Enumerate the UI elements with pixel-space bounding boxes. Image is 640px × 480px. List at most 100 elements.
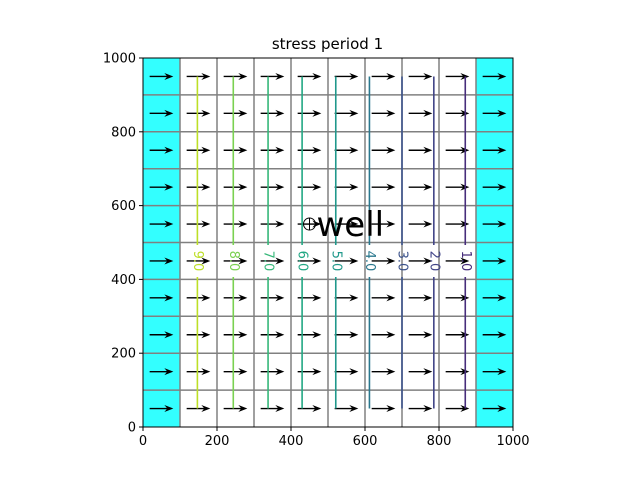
flow-vector: [223, 72, 248, 80]
flow-vector-head: [497, 183, 507, 191]
flow-vector: [445, 257, 470, 265]
flow-vector: [482, 146, 507, 154]
flow-vector-head: [164, 220, 174, 228]
flow-vector: [223, 220, 248, 228]
flow-vector-head: [386, 331, 396, 339]
flow-vector-head: [201, 220, 211, 228]
flow-vector: [186, 294, 211, 302]
flow-vector: [408, 183, 433, 191]
flow-vector-head: [312, 294, 322, 302]
flow-vector-head: [349, 368, 359, 376]
flow-vector: [297, 146, 322, 154]
flow-vector-head: [423, 72, 433, 80]
flow-vector-head: [349, 146, 359, 154]
flow-vector-head: [238, 183, 248, 191]
flow-vector: [260, 294, 285, 302]
flow-vector-head: [312, 72, 322, 80]
flow-vector: [371, 183, 396, 191]
contour-label: 5.0: [328, 251, 343, 272]
flow-vector-head: [238, 257, 248, 265]
flow-vector: [334, 146, 359, 154]
flow-vector-head: [164, 331, 174, 339]
flow-vector-head: [201, 183, 211, 191]
flow-vector-head: [238, 294, 248, 302]
flow-vector-head: [386, 183, 396, 191]
flow-vector-head: [312, 220, 322, 228]
flow-vector-head: [423, 146, 433, 154]
flow-vector: [260, 183, 285, 191]
flow-vector-head: [349, 257, 359, 265]
flow-vector-head: [201, 331, 211, 339]
flow-vector: [186, 405, 211, 413]
flow-vector: [297, 183, 322, 191]
flow-vector: [482, 220, 507, 228]
flow-vector-head: [386, 257, 396, 265]
flow-vector: [223, 109, 248, 117]
flow-vector-head: [312, 146, 322, 154]
flow-vector-head: [164, 294, 174, 302]
contour-label: 9.0: [190, 251, 205, 272]
x-tick-label: 400: [279, 434, 304, 449]
flow-vector-head: [275, 220, 285, 228]
y-tick-label: 400: [111, 273, 136, 288]
y-tick-label: 200: [111, 347, 136, 362]
flow-vector-head: [386, 368, 396, 376]
flow-vector: [334, 331, 359, 339]
flow-vector: [334, 257, 359, 265]
flow-vector: [297, 368, 322, 376]
flow-vector-head: [238, 368, 248, 376]
flow-vector-head: [312, 257, 322, 265]
flow-vector-head: [201, 368, 211, 376]
flow-vector-head: [275, 405, 285, 413]
flow-vector: [297, 405, 322, 413]
flow-vector: [260, 331, 285, 339]
flow-vector: [371, 146, 396, 154]
flow-vector: [223, 257, 248, 265]
flow-vector-head: [201, 405, 211, 413]
flow-vector-head: [497, 257, 507, 265]
flow-vector: [482, 368, 507, 376]
flow-vector: [482, 405, 507, 413]
chart-title: stress period 1: [272, 35, 383, 53]
flow-vector: [334, 294, 359, 302]
flow-vector-head: [497, 109, 507, 117]
flow-vector: [186, 146, 211, 154]
contour-label: 3.0: [395, 251, 410, 272]
flow-vector-head: [164, 146, 174, 154]
flow-vector-head: [312, 183, 322, 191]
flow-vector-head: [497, 331, 507, 339]
flow-vector: [297, 294, 322, 302]
flow-vector-head: [497, 405, 507, 413]
flow-vector: [297, 72, 322, 80]
flow-vector: [149, 72, 174, 80]
flow-vector: [482, 257, 507, 265]
flow-vector-head: [497, 72, 507, 80]
flow-vector: [149, 368, 174, 376]
flow-vector-head: [238, 331, 248, 339]
flow-vector: [482, 109, 507, 117]
flow-vector: [260, 220, 285, 228]
flow-vector-head: [201, 146, 211, 154]
flow-vector-head: [312, 109, 322, 117]
flow-vector: [334, 220, 359, 228]
flow-vector-head: [349, 331, 359, 339]
flow-vector: [260, 257, 285, 265]
flow-vector: [223, 294, 248, 302]
contour-label: 2.0: [426, 251, 441, 272]
flow-vector-head: [423, 405, 433, 413]
flow-vector: [371, 331, 396, 339]
flow-vector: [371, 220, 396, 228]
contour-label: 7.0: [261, 251, 276, 272]
flow-vector-head: [164, 183, 174, 191]
flow-vector: [334, 72, 359, 80]
flow-vector: [371, 405, 396, 413]
flow-vector-head: [386, 72, 396, 80]
flow-vector-head: [349, 405, 359, 413]
flow-vector: [408, 368, 433, 376]
flow-vector: [371, 72, 396, 80]
flow-vector: [482, 72, 507, 80]
flow-vector-head: [423, 294, 433, 302]
flow-vector-head: [423, 331, 433, 339]
y-tick-label: 600: [111, 199, 136, 214]
flow-vector-head: [386, 220, 396, 228]
